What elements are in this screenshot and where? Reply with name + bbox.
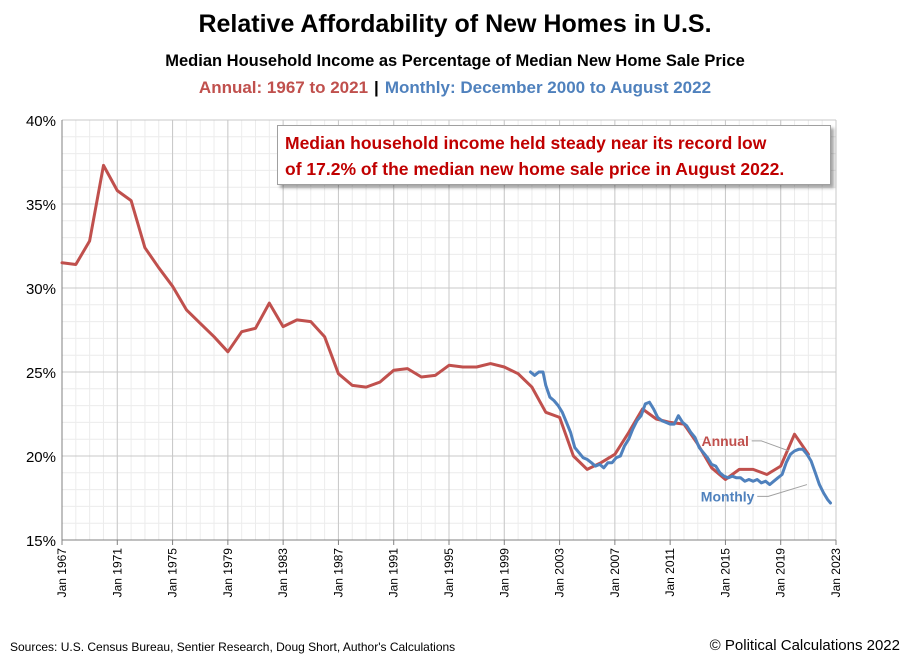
x-tick-label: Jan 1983 xyxy=(276,548,290,598)
x-tick-label: Jan 1967 xyxy=(55,548,69,598)
source-note: Sources: U.S. Census Bureau, Sentier Res… xyxy=(10,640,456,654)
monthly-label: Monthly xyxy=(701,488,755,504)
x-tick-label: Jan 2015 xyxy=(718,548,732,598)
x-tick-label: Jan 1991 xyxy=(387,548,401,598)
callout-box: Median household income held steady near… xyxy=(277,125,831,185)
chart-subtitle: Median Household Income as Percentage of… xyxy=(165,52,745,70)
subtitle-annual: Annual: 1967 to 2021 xyxy=(198,78,369,97)
chart-title: Relative Affordability of New Homes in U… xyxy=(198,10,712,38)
x-tick-label: Jan 1979 xyxy=(221,548,235,598)
x-tick-label: Jan 1999 xyxy=(497,548,511,598)
chart-subtitle-series: Annual: 1967 to 2021 | Monthly: December 2… xyxy=(0,78,910,98)
x-tick-label: Jan 1971 xyxy=(110,548,124,598)
annotation-layer: Annual Monthly xyxy=(701,433,808,504)
y-tick-label: 35% xyxy=(26,197,56,214)
x-tick-label: Jan 2011 xyxy=(663,548,677,597)
axes: 15% 20% 25% 30% 35% 40% Jan 1967 Jan 1971 Jan 19… xyxy=(26,113,843,597)
callout-line-1: Median household income held steady near… xyxy=(285,133,767,153)
y-tick-label: 20% xyxy=(26,449,56,466)
y-tick-label: 30% xyxy=(26,281,56,298)
x-tick-label: Jan 1995 xyxy=(442,548,456,598)
annual-label: Annual xyxy=(701,433,748,449)
subtitle-separator: | xyxy=(374,78,379,97)
subtitle-monthly: Monthly: December 2000 to August 2022 xyxy=(384,78,712,97)
x-tick-label: Jan 2007 xyxy=(608,548,622,598)
monthly-leader-line xyxy=(757,484,808,497)
x-tick-label: Jan 2019 xyxy=(774,548,788,598)
x-tick-label: Jan 2023 xyxy=(829,548,843,598)
x-tick-label: Jan 1975 xyxy=(166,548,180,598)
y-tick-label: 40% xyxy=(26,113,56,130)
callout-line-2: of 17.2% of the median new home sale pri… xyxy=(285,159,785,179)
annual-leader-line xyxy=(751,440,790,452)
x-tick-label: Jan 1987 xyxy=(331,548,345,598)
series-layer xyxy=(60,163,832,505)
y-tick-label: 15% xyxy=(26,533,56,550)
x-tick-label: Jan 2003 xyxy=(553,548,567,598)
series-line-monthly xyxy=(529,370,832,505)
copyright: © Political Calculations 2022 xyxy=(709,637,900,654)
y-tick-label: 25% xyxy=(26,365,56,382)
